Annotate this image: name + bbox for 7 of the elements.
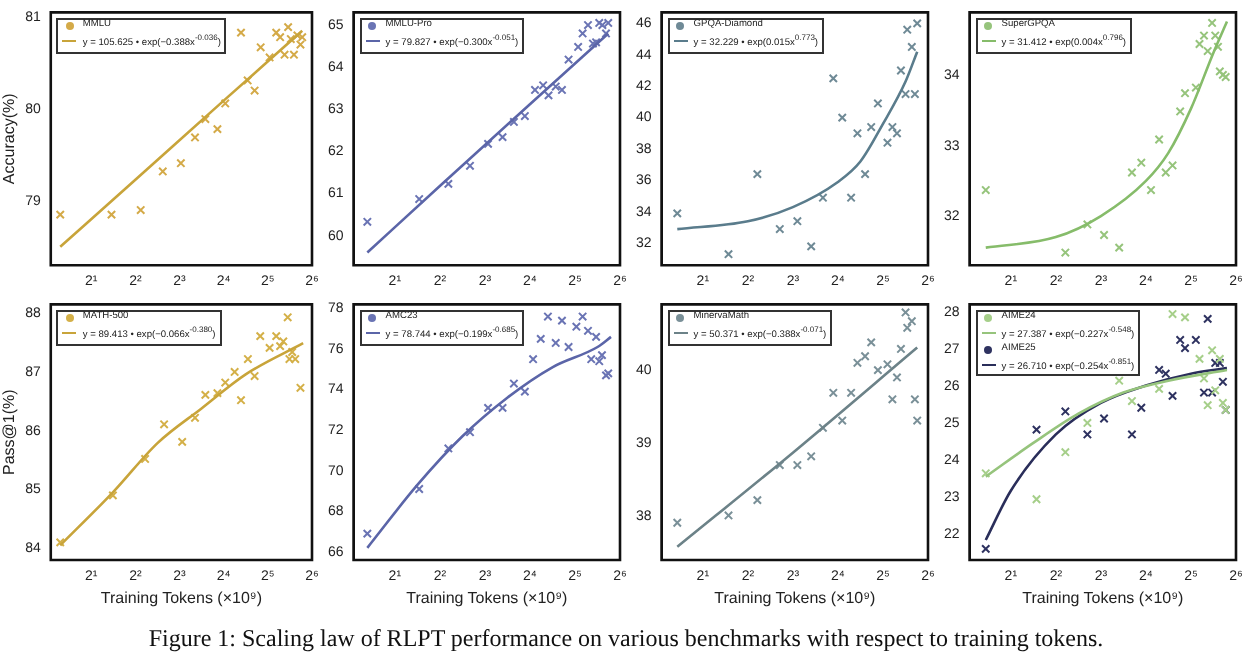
y-axis-title: Pass@1(%) (0, 388, 19, 475)
x-axis-title: Training Tokens (×10⁹) (714, 588, 877, 607)
x-axis-title: Training Tokens (×10⁹) (1022, 588, 1185, 607)
x-axis-title: Training Tokens (×10⁹) (100, 588, 263, 607)
y-axis-title: Accuracy(%) (0, 92, 19, 185)
x-axis-title: Training Tokens (×10⁹) (406, 588, 569, 607)
caption: Figure 1: Scaling law of RLPT performance on various benchmarks with respect to training tokens. (146, 624, 1106, 654)
